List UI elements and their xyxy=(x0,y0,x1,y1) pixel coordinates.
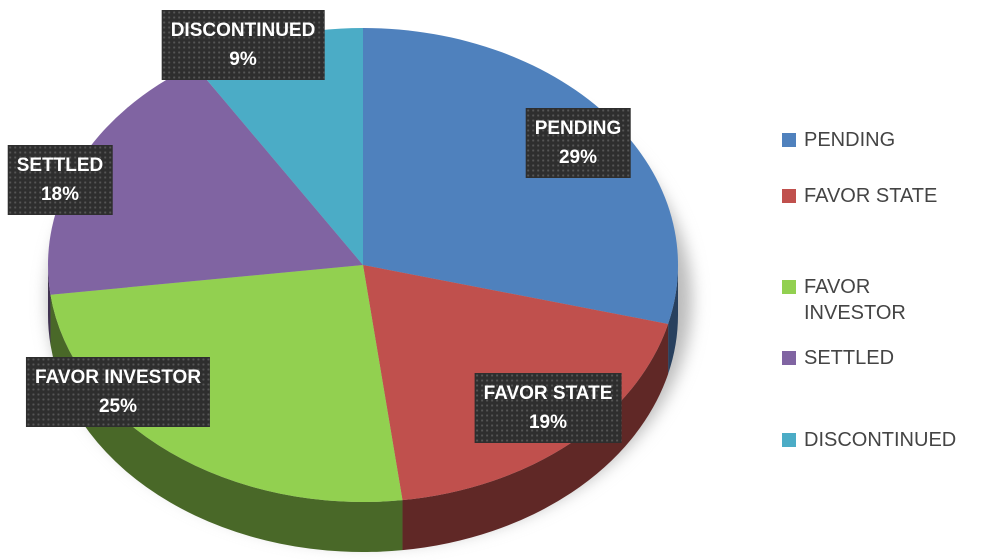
data-label-category: SETTLED xyxy=(16,155,104,176)
data-label-category: FAVOR STATE xyxy=(483,383,613,404)
legend-label: DISCONTINUED xyxy=(804,429,957,451)
legend-label: FAVOR INVESTOR xyxy=(804,276,906,324)
data-label: DISCONTINUED 9% xyxy=(161,10,325,80)
data-label-category: DISCONTINUED xyxy=(170,20,316,41)
slice xyxy=(50,265,403,502)
slice xyxy=(194,28,363,265)
legend-item: FAVOR INVESTOR xyxy=(782,274,972,326)
legend-swatch xyxy=(782,433,796,447)
legend-label: FAVOR STATE xyxy=(804,185,938,207)
legend-swatch xyxy=(782,280,796,294)
data-label-value: 29% xyxy=(558,147,598,168)
data-label-category: FAVOR INVESTOR xyxy=(34,367,202,388)
slice xyxy=(47,64,363,295)
legend-swatch xyxy=(782,189,796,203)
data-label-value: 25% xyxy=(98,396,138,417)
legend-item: DISCONTINUED xyxy=(782,427,972,453)
data-label-value: 9% xyxy=(229,49,257,70)
slice-side xyxy=(668,265,678,374)
data-label-value: 19% xyxy=(528,412,568,433)
legend-item: SETTLED xyxy=(782,345,972,371)
legend-item: PENDING xyxy=(782,127,972,153)
legend-label: SETTLED xyxy=(804,347,895,369)
slice-side xyxy=(402,323,669,551)
slice xyxy=(363,28,678,324)
data-label: SETTLED 18% xyxy=(7,145,113,215)
legend-label: PENDING xyxy=(804,129,896,151)
data-label: FAVOR STATE 19% xyxy=(474,373,622,443)
legend-item: FAVOR STATE xyxy=(782,183,972,209)
data-label: PENDING 29% xyxy=(525,108,631,178)
legend-swatch xyxy=(782,133,796,147)
data-label-value: 18% xyxy=(40,184,80,205)
data-label-category: PENDING xyxy=(534,118,622,139)
slice-side xyxy=(48,265,51,345)
data-label: FAVOR INVESTOR 25% xyxy=(25,357,211,427)
legend-swatch xyxy=(782,351,796,365)
